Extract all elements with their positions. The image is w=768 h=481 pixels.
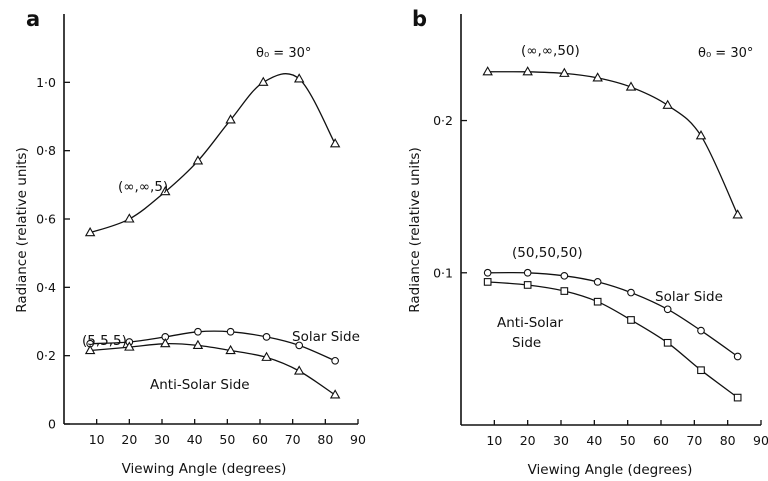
panel-b-data-point (483, 268, 492, 277)
panel-a-data-point (261, 351, 272, 361)
panel-b-x-tick-label: 90 (753, 433, 768, 448)
panel-b-data-point (560, 287, 569, 295)
panel-b-data-point (559, 67, 570, 77)
panel-b-label-anti-solar-line1: Anti-Solar (497, 315, 564, 331)
panel-a-data-point (124, 213, 135, 223)
panel-a-x-tick-label: 50 (219, 432, 235, 447)
panel-b-x-tick-label: 20 (520, 433, 536, 448)
panel-a: a θ₀ = 30° Radiance (relative units) Vie… (14, 7, 366, 477)
panel-b-label-solar: Solar Side (655, 289, 723, 305)
panel-a-x-tick-label: 80 (317, 432, 333, 447)
panel-a-theta-annotation: θ₀ = 30° (256, 46, 311, 61)
panel-b-data-point (733, 393, 742, 402)
panel-b-label-group: (50,50,50) (512, 245, 583, 261)
panel-b-data-point (593, 278, 602, 286)
panel-b-x-tick-label: 60 (653, 433, 669, 448)
panel-b-data-point (697, 326, 705, 335)
panel-a-label-solar: Solar Side (292, 329, 360, 345)
panel-a-plot: 10 20 30 40 50 60 70 80 90 0 0·2 0·4 0·6 0·8 1·0 (36, 14, 366, 447)
panel-a-data-point (194, 327, 202, 336)
panel-b-data-point (663, 338, 672, 347)
panel-b-data-point (560, 271, 569, 280)
panel-b-plot: 10 20 30 40 50 60 70 80 90 0·1 0·2 (433, 14, 768, 448)
panel-a-y-tick-label: 0 (48, 417, 56, 432)
panel-a-ylabel: Radiance (relative units) (14, 147, 30, 312)
panel-b-data-point (627, 288, 635, 297)
panel-b-y-tick-label: 0·1 (433, 265, 453, 280)
panel-a-y-tick-label: 0·4 (36, 280, 56, 295)
panel-a-y-tick-label: 1·0 (36, 75, 56, 90)
panel-a-data-point (295, 341, 304, 350)
panel-a-data-point (84, 226, 96, 237)
panel-b-x-tick-label: 80 (720, 433, 736, 448)
panel-a-data-point (84, 344, 96, 355)
panel-a-x-tick-label: 40 (187, 432, 203, 447)
panel-a-x-tick-label: 70 (285, 432, 301, 447)
panel-a-x-tick-label: 90 (350, 432, 366, 447)
panel-b-data-point (522, 66, 533, 76)
panel-a-x-tick-label: 60 (252, 432, 268, 447)
panel-a-data-point (329, 138, 341, 148)
panel-a-data-point (293, 365, 305, 375)
panel-b-data-point (523, 281, 532, 289)
panel-a-x-tick-label: 30 (154, 432, 170, 447)
panel-a-series-line (89, 73, 336, 234)
panel-b-data-point (732, 209, 743, 219)
panel-a-y-tick-label: 0·6 (36, 212, 56, 227)
panel-a-data-point (226, 327, 235, 336)
panel-a-data-point (293, 73, 305, 83)
panel-a-label-anti-solar: Anti-Solar Side (150, 377, 250, 393)
panel-b-data-point (482, 66, 493, 76)
panel-b-xlabel: Viewing Angle (degrees) (528, 462, 693, 478)
panel-b-data-point (697, 366, 705, 375)
panel-a-label-group: (5,5,5) (82, 333, 127, 349)
panel-b-data-point (695, 130, 707, 140)
panel-a-data-point (124, 341, 135, 351)
panel-a-data-point (192, 339, 204, 349)
panel-a-data-point (160, 337, 171, 348)
panel-b-x-tick-label: 10 (486, 433, 502, 448)
panel-a-y-tick-label: 0·8 (36, 143, 56, 158)
panel-a-data-point (192, 155, 204, 165)
panel-a-y-tick-label: 0·2 (36, 348, 56, 363)
panel-b-data-point (483, 278, 492, 286)
panel-b-x-tick-label: 40 (586, 433, 602, 448)
panel-b-data-point (627, 316, 635, 324)
panel-b-label-anti-solar-line2: Side (512, 335, 541, 351)
panel-a-data-point (160, 185, 171, 196)
panel-b-data-point (523, 268, 532, 277)
panel-b-series-line (487, 71, 739, 216)
panel-a-letter: a (26, 7, 40, 31)
panel-b-data-point (625, 81, 637, 91)
panel-a-data-point (258, 76, 269, 86)
panel-a-label-top-series: (∞,∞,5) (118, 179, 168, 195)
panel-b-ylabel: Radiance (relative units) (407, 147, 423, 312)
panel-b-y-tick-label: 0·2 (433, 113, 453, 128)
panel-a-data-point (331, 356, 339, 365)
panel-b-data-point (592, 72, 603, 82)
panel-b-data-point (662, 99, 673, 109)
panel-a-x-tick-label: 20 (121, 432, 137, 447)
panel-b-x-tick-label: 50 (620, 433, 636, 448)
panel-b-x-tick-label: 30 (553, 433, 569, 448)
panel-b-label-top-series: (∞,∞,50) (521, 43, 580, 59)
panel-a-data-point (262, 333, 271, 341)
panel-a-data-point (225, 344, 236, 355)
panel-b-data-point (733, 352, 742, 361)
panel-a-series-line (90, 342, 336, 396)
panel-b-letter: b (412, 7, 427, 31)
panel-b: b θ₀ = 30° Radiance (relative units) Vie… (407, 7, 768, 478)
panel-a-x-tick-label: 10 (89, 432, 105, 447)
panel-a-data-point (225, 114, 236, 124)
panel-a-xlabel: Viewing Angle (degrees) (122, 461, 287, 477)
panel-b-data-point (663, 305, 672, 314)
panel-a-data-point (329, 389, 341, 399)
panel-b-x-tick-label: 70 (686, 433, 702, 448)
panel-b-theta-annotation: θ₀ = 30° (698, 46, 753, 61)
panel-b-data-point (593, 297, 602, 306)
